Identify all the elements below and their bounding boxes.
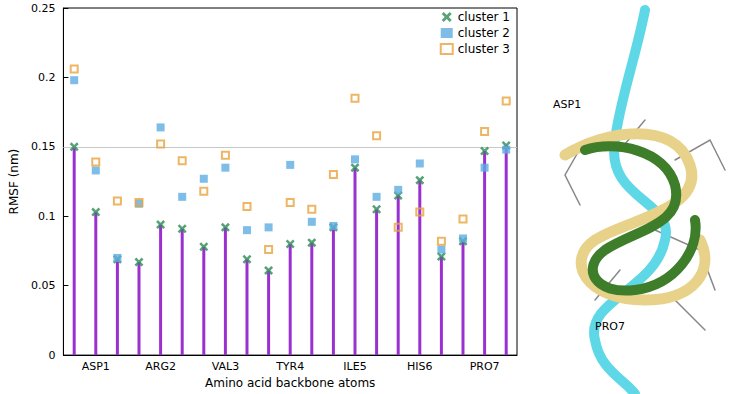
svg-text:0: 0 — [48, 349, 55, 362]
svg-text:0.15: 0.15 — [31, 140, 56, 153]
svg-text:PRO7: PRO7 — [470, 360, 500, 373]
svg-text:ASP1: ASP1 — [82, 360, 110, 373]
svg-text:ARG2: ARG2 — [145, 360, 176, 373]
svg-text:ASP1: ASP1 — [553, 98, 581, 111]
svg-text:cluster 1: cluster 1 — [458, 10, 510, 24]
svg-text:0.05: 0.05 — [31, 279, 56, 292]
svg-text:0.1: 0.1 — [38, 210, 56, 223]
svg-text:Amino acid backbone atoms: Amino acid backbone atoms — [205, 376, 375, 390]
svg-text:cluster 3: cluster 3 — [458, 42, 510, 56]
svg-text:0.2: 0.2 — [38, 71, 56, 84]
svg-text:HIS6: HIS6 — [407, 360, 433, 373]
svg-text:cluster 2: cluster 2 — [458, 26, 510, 40]
svg-text:PRO7: PRO7 — [595, 320, 625, 333]
svg-text:TYR4: TYR4 — [275, 360, 304, 373]
svg-text:0.25: 0.25 — [31, 2, 56, 15]
svg-text:VAL3: VAL3 — [212, 360, 239, 373]
svg-text:ILE5: ILE5 — [343, 360, 366, 373]
svg-text:RMSF (nm): RMSF (nm) — [7, 149, 21, 215]
